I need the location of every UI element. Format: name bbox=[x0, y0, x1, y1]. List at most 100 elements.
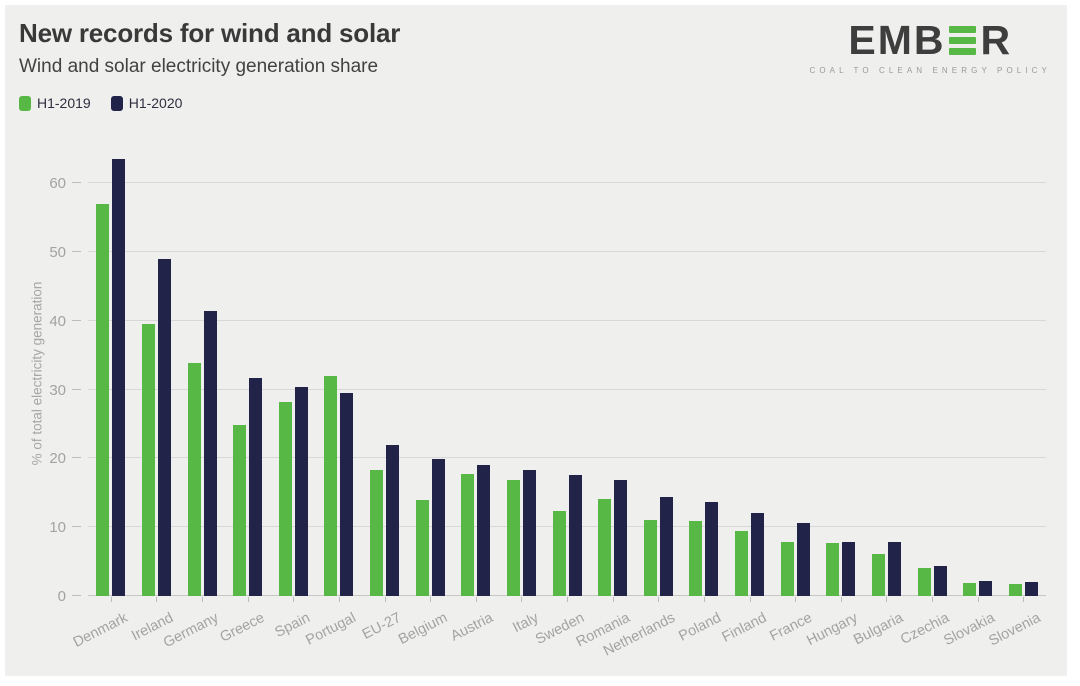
bar-h1-2020-czechia bbox=[933, 565, 947, 596]
x-label-cell-eu-27: EU-27 bbox=[360, 596, 408, 660]
y-axis-tick-0 bbox=[72, 595, 81, 596]
legend-label-h1-2019: H1-2019 bbox=[37, 95, 91, 111]
logo-text-r: R bbox=[980, 17, 1013, 63]
bar-h1-2020-greece bbox=[249, 377, 263, 596]
bar-h1-2020-portugal bbox=[340, 392, 354, 596]
gridline-0 bbox=[88, 595, 1046, 596]
x-label-cell-hungary: Hungary bbox=[804, 596, 864, 660]
x-label-cell-czechia: Czechia bbox=[898, 596, 955, 660]
y-axis-title-text: % of total electricity generation bbox=[29, 281, 45, 465]
legend: H1-2019 H1-2020 bbox=[19, 95, 400, 111]
chart-card: New records for wind and solar Wind and … bbox=[5, 5, 1067, 676]
bar-group-eu-27 bbox=[362, 445, 408, 596]
bar-h1-2019-belgium bbox=[415, 499, 429, 596]
gridline-60 bbox=[88, 182, 1046, 183]
bar-group-hungary bbox=[818, 541, 864, 596]
x-axis-tick-eu-27 bbox=[384, 597, 386, 602]
x-label-cell-denmark: Denmark bbox=[71, 596, 134, 660]
bar-h1-2020-belgium bbox=[431, 459, 445, 596]
legend-label-h1-2020: H1-2020 bbox=[128, 95, 183, 111]
bar-h1-2020-hungary bbox=[842, 541, 856, 596]
bar-group-slovakia bbox=[955, 580, 1001, 596]
y-axis-tick-10 bbox=[72, 526, 81, 528]
x-axis-tick-denmark bbox=[110, 597, 112, 602]
legend-swatch-green-icon bbox=[19, 95, 31, 111]
bar-h1-2019-bulgaria bbox=[871, 554, 885, 596]
bar-group-denmark bbox=[88, 158, 134, 596]
x-label-cell-slovenia: Slovenia bbox=[986, 596, 1047, 660]
bar-group-italy bbox=[499, 470, 545, 596]
x-label-cell-bulgaria: Bulgaria bbox=[851, 596, 910, 660]
bar-group-bulgaria bbox=[864, 542, 910, 596]
gridline-40 bbox=[88, 319, 1046, 321]
bar-h1-2019-germany bbox=[187, 363, 201, 596]
x-axis-tick-hungary bbox=[840, 597, 842, 602]
gridline-10 bbox=[88, 526, 1046, 528]
bar-h1-2020-slovenia bbox=[1024, 581, 1038, 596]
logo-text-emb: EMB bbox=[848, 17, 946, 63]
bar-h1-2019-poland bbox=[689, 520, 703, 596]
y-axis-tick-label-10: 10 bbox=[49, 519, 66, 537]
x-label-cell-italy: Italy bbox=[499, 596, 545, 660]
bar-group-austria bbox=[453, 465, 499, 596]
bar-group-greece bbox=[225, 377, 271, 596]
bar-h1-2019-sweden bbox=[552, 511, 566, 596]
bar-h1-2020-ireland bbox=[157, 259, 171, 596]
y-axis-tick-label-30: 30 bbox=[49, 381, 66, 399]
x-axis-tick-italy bbox=[521, 597, 523, 602]
logo-green-e-icon bbox=[949, 26, 977, 55]
bar-group-portugal bbox=[316, 375, 362, 596]
y-axis-tick-60 bbox=[72, 182, 81, 183]
ember-logo-wordmark: EMB R bbox=[809, 20, 1051, 61]
x-axis-tick-poland bbox=[703, 597, 705, 602]
y-axis-tick-50 bbox=[72, 250, 81, 252]
x-label-cell-netherlands: Netherlands bbox=[601, 596, 682, 660]
bar-group-sweden bbox=[544, 474, 590, 596]
bar-h1-2019-finland bbox=[735, 530, 749, 596]
x-axis-label-poland: Poland bbox=[676, 609, 724, 645]
x-label-cell-portugal: Portugal bbox=[303, 596, 362, 660]
x-axis-label-greece: Greece bbox=[217, 609, 268, 646]
x-axis-tick-portugal bbox=[338, 597, 340, 602]
y-axis-tick-label-50: 50 bbox=[49, 243, 66, 261]
bar-group-finland bbox=[727, 513, 773, 596]
ember-logo: EMB R COAL TO CLEAN ENERGY POLICY bbox=[809, 20, 1051, 76]
x-axis-tick-netherlands bbox=[658, 597, 660, 602]
x-axis-tick-austria bbox=[475, 597, 477, 602]
x-label-cell-spain: Spain bbox=[271, 596, 317, 660]
logo-tagline: COAL TO CLEAN ENERGY POLICY bbox=[809, 66, 1051, 75]
x-axis-labels: Denmark Ireland Germany Greece Spain Portugal… bbox=[71, 596, 1047, 660]
bar-group-france bbox=[772, 523, 818, 596]
bar-h1-2019-ireland bbox=[141, 324, 155, 596]
bar-h1-2020-netherlands bbox=[659, 496, 673, 596]
plot-area: 0 10 20 30 40 50 60 bbox=[49, 150, 1047, 605]
bar-h1-2019-netherlands bbox=[643, 520, 657, 596]
bar-group-ireland bbox=[134, 259, 180, 596]
bar-group-spain bbox=[271, 387, 317, 596]
bar-group-romania bbox=[590, 479, 636, 596]
x-label-cell-sweden: Sweden bbox=[533, 596, 590, 660]
bar-h1-2020-slovakia bbox=[979, 580, 993, 596]
bar-h1-2020-spain bbox=[294, 387, 308, 596]
y-axis-tick-label-40: 40 bbox=[49, 312, 66, 330]
bar-h1-2019-eu-27 bbox=[370, 470, 384, 596]
x-label-cell-france: France bbox=[767, 596, 818, 660]
bar-h1-2019-italy bbox=[506, 479, 520, 596]
x-axis-tick-france bbox=[795, 597, 797, 602]
bar-h1-2020-france bbox=[796, 523, 810, 596]
gridline-20 bbox=[88, 457, 1046, 459]
bar-group-slovenia bbox=[1001, 581, 1047, 596]
legend-item-h1-2019: H1-2019 bbox=[19, 95, 91, 111]
bar-h1-2020-denmark bbox=[112, 158, 126, 596]
bar-h1-2020-romania bbox=[614, 479, 628, 596]
x-label-cell-slovakia: Slovakia bbox=[941, 596, 1001, 660]
y-axis-tick-30 bbox=[72, 388, 81, 390]
x-axis-tick-bulgaria bbox=[886, 597, 888, 602]
x-label-cell-finland: Finland bbox=[720, 596, 773, 660]
x-axis-tick-germany bbox=[202, 597, 204, 602]
x-label-cell-austria: Austria bbox=[448, 596, 499, 660]
x-label-cell-belgium: Belgium bbox=[396, 596, 453, 660]
x-axis-tick-sweden bbox=[567, 597, 569, 602]
bar-h1-2019-romania bbox=[598, 498, 612, 596]
bar-h1-2020-austria bbox=[477, 465, 491, 596]
